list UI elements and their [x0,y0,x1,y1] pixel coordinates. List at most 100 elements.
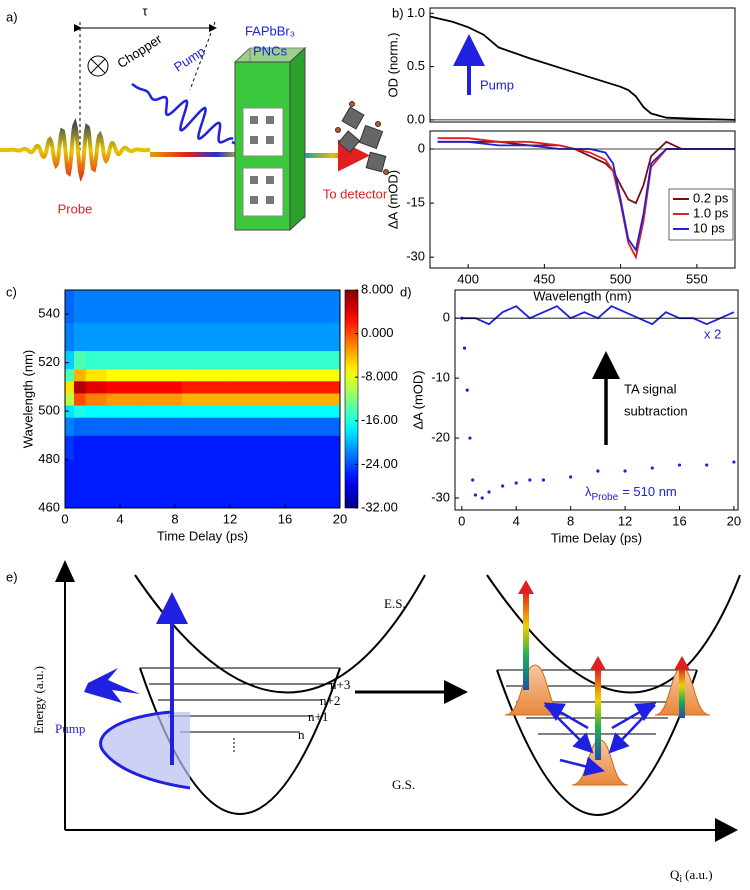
colorbar-label: 8.000 [361,281,394,296]
probe-pulse [0,117,150,183]
y-tick-label: -30 [431,489,450,504]
heatmap-cell [65,392,75,406]
plot-frame [454,289,739,511]
nanocrystals [335,101,389,175]
heatmap-cell [85,350,107,370]
heatmap-cell [73,290,87,324]
output-beam [305,153,355,158]
x-tick-label: 16 [278,511,292,526]
plot-frame [429,130,736,269]
heatmap-cell [285,350,341,370]
heatmap-cell [230,435,286,461]
heatmap-cell [73,322,87,352]
x-tick-label: 0 [61,511,68,526]
chart: 460 480 500 520 540 0 4 8 12 16 20 Time Delay (ps) W… [20,289,347,543]
heatmap-cell [73,435,87,461]
heatmap-cell [85,483,107,509]
probe-arrow [595,668,601,760]
data-point [596,469,600,473]
y-tick-label: -20 [431,430,450,445]
heatmap-cell [285,483,341,509]
level-label: n+1 [308,709,328,724]
y-tick-label: 1.0 [407,5,425,20]
heatmap-cell [106,405,142,418]
heatmap-cell [285,322,341,352]
heatmap-cell [285,417,341,436]
pump-pulse [131,82,234,144]
level-label: n+2 [320,693,340,708]
excited-state [486,574,741,694]
y-axis-label: Energy (a.u.) [31,666,46,734]
heatmap-cell [181,350,231,370]
x-axis-label: Wavelength (nm) [533,288,632,303]
y-tick-label: 520 [38,354,60,369]
heatmap-cell [181,368,231,382]
heatmap-cell [285,435,341,461]
x-axis-label: Time Delay (ps) [551,530,642,545]
heatmap-cell [140,368,183,382]
x-tick-label: 8 [171,511,178,526]
heatmap-cell [230,380,286,394]
x-axis-label: Time Delay (ps) [157,528,248,543]
y-axis-label: Wavelength (nm) [20,350,35,449]
data-point [487,490,491,494]
heatmap-cell [65,368,75,382]
level-label: n [298,727,305,742]
probe-subscript: Probe [592,492,619,503]
colorbar-label: -16.00 [361,412,398,427]
chopper [87,55,109,77]
arrow-head [518,580,534,594]
heatmap-cell [285,380,341,394]
chart: 0 -10 -20 -30 0 4 8 12 16 20 Time Delay (ps) ΔA (mO… [410,289,741,545]
chart: 0.0 0.5 1.0 OD (norm.) [385,5,736,126]
cuvette [233,46,307,232]
data-point [623,469,627,473]
heatmap-cell [65,322,75,352]
x-tick-label: 400 [457,271,479,286]
data-point [465,388,469,392]
data-line [461,305,735,326]
heatmap-cell [73,350,87,370]
heatmap-cell [140,322,183,352]
y-tick-label: -30 [406,249,425,264]
colorbar-label: -24.00 [361,456,398,471]
heatmap-cell [85,405,107,418]
heatmap-cell [181,435,231,461]
probe-symbol: λ [585,484,592,499]
heatmap-cell [73,405,87,418]
legend-label: 1.0 ps [693,205,729,220]
heatmap-cell [285,368,341,382]
heatmap-cell [85,368,107,382]
heatmap-cell [285,290,341,324]
excited-state [134,574,426,694]
heatmap-cell [106,368,142,382]
annotation: x 2 [704,326,721,341]
heatmap-cell [285,392,341,406]
data-line [429,15,736,121]
detector-label: To detector [323,186,388,201]
heatmap-cell [73,380,87,394]
heatmap-cell [106,290,142,324]
annotation: subtraction [624,403,688,418]
heatmap-cell [140,380,183,394]
data-point [528,478,532,482]
axis-symbol: Q [670,867,680,882]
heatmap-cell [140,417,183,436]
pump-label: Pump [171,44,208,75]
y-tick-label: 480 [38,451,60,466]
chopper-label: Chopper [114,31,165,71]
probe-beam [150,152,245,157]
chart: 0 -15 -30 400 450 500 550 Wavelength (nm) ΔA (mO… [385,130,736,303]
heatmap-cell [106,435,142,461]
heatmap-cell [230,392,286,406]
colorbar-label: -8.000 [361,369,398,384]
heatmap-cell [230,322,286,352]
heatmap-cell [181,417,231,436]
heatmap-cell [106,380,142,394]
heatmap-cell [65,405,75,418]
heatmap-cell [140,392,183,406]
heatmap-cell [230,405,286,418]
x-tick-label: 4 [513,513,520,528]
heatmap-cell [65,380,75,394]
